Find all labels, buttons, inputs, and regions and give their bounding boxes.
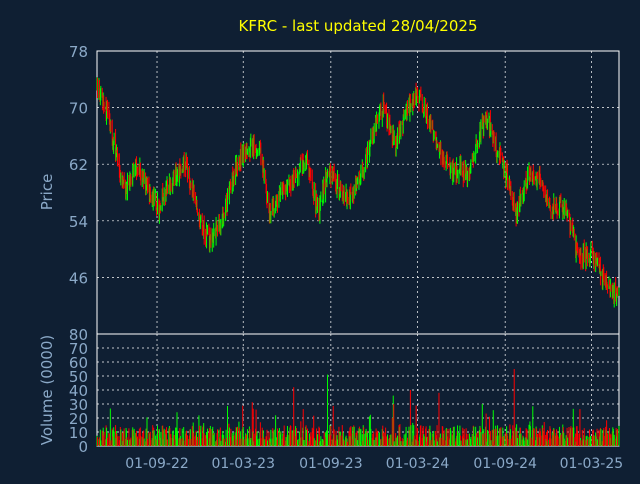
x-tick-label: 01-09-23 [299, 456, 363, 472]
price-tick-label: 46 [69, 269, 88, 287]
volume-tick-label: 30 [69, 396, 88, 414]
x-tick-label: 01-03-23 [211, 456, 275, 472]
volume-tick-label: 70 [69, 340, 88, 358]
x-tick-label: 01-03-25 [560, 456, 624, 472]
x-tick-label: 01-03-24 [386, 456, 450, 472]
volume-tick-label: 40 [69, 382, 88, 400]
x-tick-label: 01-09-22 [125, 456, 189, 472]
volume-tick-label: 10 [69, 424, 88, 442]
volume-tick-label: 0 [78, 438, 88, 456]
price-tick-label: 62 [69, 156, 88, 174]
volume-tick-label: 20 [69, 410, 88, 428]
price-axis-label: Price [38, 174, 56, 211]
x-tick-label: 01-09-24 [473, 456, 537, 472]
volume-tick-label: 50 [69, 368, 88, 386]
volume-tick-label: 80 [69, 326, 88, 344]
price-tick-label: 78 [69, 43, 88, 61]
chart-title: KFRC - last updated 28/04/2025 [239, 17, 478, 35]
price-tick-label: 54 [69, 213, 88, 231]
volume-axis-label: Volume (0000) [38, 335, 56, 445]
price-tick-label: 70 [69, 100, 88, 118]
price-panel-frame [96, 50, 620, 335]
volume-tick-label: 60 [69, 354, 88, 372]
